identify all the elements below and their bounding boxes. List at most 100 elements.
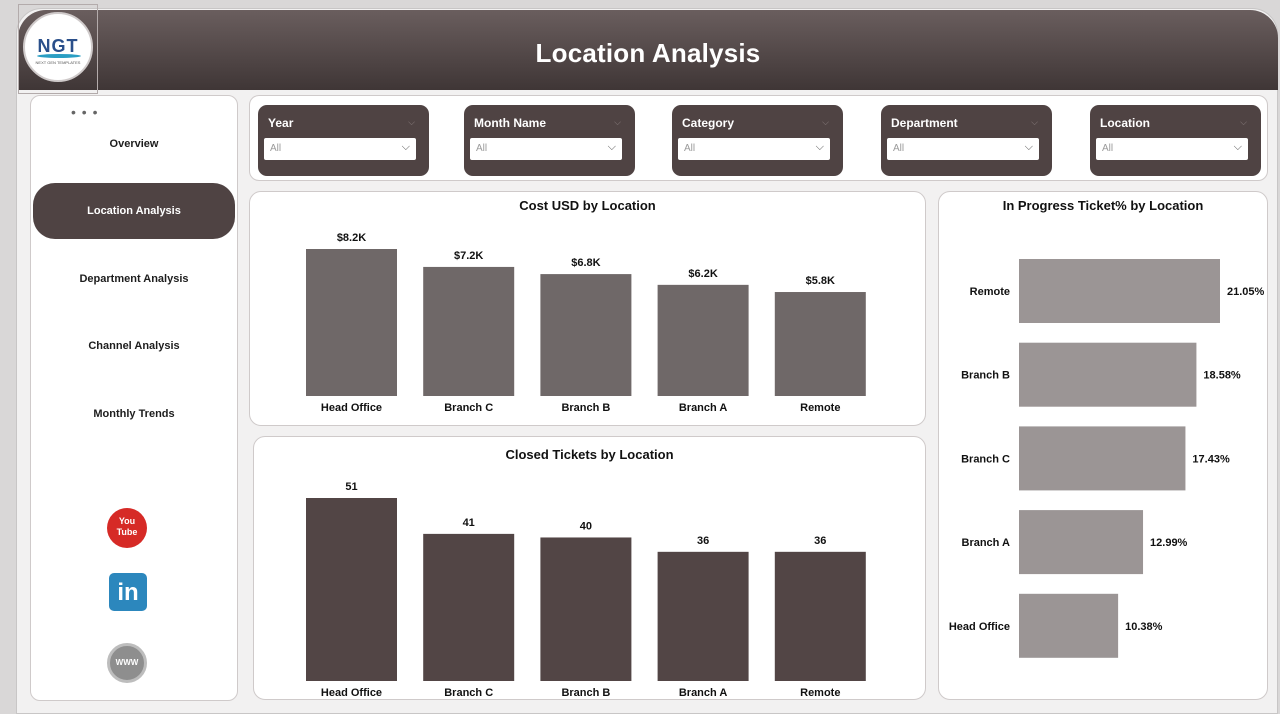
linkedin-icon[interactable]: in bbox=[109, 573, 147, 611]
chevron-down-icon[interactable]: ⌵ bbox=[1024, 141, 1033, 153]
filter-month-label: Month Name bbox=[474, 116, 546, 130]
data-label: $5.8K bbox=[806, 275, 835, 287]
logo-subtitle: NEXT GEN TEMPLATES bbox=[35, 60, 81, 65]
nav-department-analysis[interactable]: Department Analysis bbox=[79, 273, 189, 285]
data-label: 40 bbox=[580, 520, 592, 532]
filter-category: Category ⌵ All ⌵ bbox=[672, 105, 843, 176]
data-label: 12.99% bbox=[1150, 537, 1188, 549]
bar-remote[interactable] bbox=[774, 551, 866, 681]
bar-branch-a[interactable] bbox=[657, 551, 749, 681]
chart-title: In Progress Ticket% by Location bbox=[1002, 198, 1204, 213]
nav-overview[interactable]: Overview bbox=[109, 138, 159, 150]
nav-channel-analysis[interactable]: Channel Analysis bbox=[88, 340, 180, 352]
website-icon[interactable]: WWW bbox=[107, 643, 147, 683]
category-label: Remote bbox=[800, 402, 840, 414]
category-label: Head Office bbox=[949, 621, 1010, 633]
nav-location-analysis[interactable]: Location Analysis bbox=[33, 183, 235, 239]
cost-by-location-chart: Cost USD by Location $8.2K Head Office $7.… bbox=[249, 191, 926, 426]
nav-monthly-trends[interactable]: Monthly Trends bbox=[93, 408, 175, 420]
chevron-down-icon[interactable]: ⌵ bbox=[607, 141, 616, 153]
bar-branch-c[interactable] bbox=[423, 533, 515, 681]
page-title: Location Analysis bbox=[535, 38, 761, 68]
filter-department-dropdown[interactable]: All ⌵ bbox=[887, 138, 1039, 160]
in-progress-chart: In Progress Ticket% by Location Remote 21… bbox=[938, 191, 1268, 700]
data-label: 17.43% bbox=[1192, 453, 1230, 465]
data-label: 41 bbox=[463, 517, 475, 529]
bar-branch-b[interactable] bbox=[1019, 342, 1197, 407]
data-label: $7.2K bbox=[454, 250, 483, 262]
filter-location-value: All bbox=[1102, 143, 1114, 154]
category-label: Branch C bbox=[961, 453, 1010, 465]
chevron-down-icon: ⌵ bbox=[614, 117, 621, 127]
sidebar: • • • Overview Location Analysis Departm… bbox=[30, 95, 238, 701]
category-label: Head Office bbox=[321, 687, 382, 699]
logo-swoosh-icon bbox=[37, 54, 81, 58]
logo-container bbox=[18, 4, 98, 94]
bar-branch-b[interactable] bbox=[540, 274, 632, 396]
filter-year-value: All bbox=[270, 143, 282, 154]
filter-month-name: Month Name ⌵ All ⌵ bbox=[464, 105, 635, 176]
chevron-down-icon: ⌵ bbox=[822, 117, 829, 127]
cost-chart-plot: $8.2K Head Office $7.2K Branch C $6.8K Branch… bbox=[306, 232, 866, 414]
bar-branch-a[interactable] bbox=[657, 284, 749, 396]
category-label: Branch B bbox=[561, 687, 610, 699]
closed-chart-plot: 51 Head Office 41 Branch C 40 Branch B 36 Branc… bbox=[306, 481, 866, 699]
filter-category-label: Category bbox=[682, 116, 735, 130]
data-label: 36 bbox=[697, 535, 709, 547]
chevron-down-icon: ⌵ bbox=[1240, 117, 1247, 127]
chart-title: Cost USD by Location bbox=[519, 198, 656, 213]
category-label: Remote bbox=[800, 687, 840, 699]
header-bar: Location Analysis bbox=[18, 10, 1278, 90]
bar-head-office[interactable] bbox=[1019, 593, 1119, 658]
filter-year-label: Year bbox=[268, 116, 294, 130]
filter-department-label: Department bbox=[891, 116, 958, 130]
category-label: Remote bbox=[970, 286, 1010, 298]
closed-tickets-chart: Closed Tickets by Location 51 Head Office… bbox=[253, 436, 926, 700]
chevron-down-icon[interactable]: ⌵ bbox=[401, 141, 410, 153]
filter-location: Location ⌵ All ⌵ bbox=[1090, 105, 1261, 176]
bar-head-office[interactable] bbox=[306, 498, 397, 681]
bar-branch-c[interactable] bbox=[423, 266, 515, 396]
filter-year: Year ⌵ All ⌵ bbox=[258, 105, 429, 176]
data-label: $6.8K bbox=[571, 257, 600, 269]
bar-branch-b[interactable] bbox=[540, 537, 632, 681]
logo-text: NGT bbox=[37, 36, 79, 56]
category-label: Branch C bbox=[444, 402, 493, 414]
filter-bar: Year ⌵ All ⌵ Month Name ⌵ All ⌵ Category… bbox=[249, 95, 1268, 181]
chevron-down-icon[interactable]: ⌵ bbox=[1233, 141, 1242, 153]
filter-department: Department ⌵ All ⌵ bbox=[881, 105, 1052, 176]
category-label: Head Office bbox=[321, 402, 382, 414]
category-label: Branch C bbox=[444, 687, 493, 699]
filter-month-value: All bbox=[476, 143, 488, 154]
category-label: Branch A bbox=[962, 537, 1011, 549]
bar-remote[interactable] bbox=[774, 292, 866, 396]
bar-branch-a[interactable] bbox=[1019, 510, 1144, 575]
data-label: 51 bbox=[345, 481, 357, 493]
category-label: Branch B bbox=[961, 370, 1010, 382]
filter-category-value: All bbox=[684, 143, 696, 154]
filter-location-dropdown[interactable]: All ⌵ bbox=[1096, 138, 1248, 160]
bar-head-office[interactable] bbox=[306, 249, 397, 396]
data-label: 10.38% bbox=[1125, 621, 1163, 633]
logo: NGT NEXT GEN TEMPLATES bbox=[23, 12, 93, 82]
filter-year-dropdown[interactable]: All ⌵ bbox=[264, 138, 416, 160]
filter-category-dropdown[interactable]: All ⌵ bbox=[678, 138, 830, 160]
chart-title: Closed Tickets by Location bbox=[505, 447, 674, 462]
filter-location-label: Location bbox=[1100, 116, 1150, 130]
youtube-icon[interactable]: You Tube bbox=[107, 508, 147, 548]
category-label: Branch B bbox=[561, 402, 610, 414]
data-label: 18.58% bbox=[1203, 370, 1241, 382]
category-label: Branch A bbox=[679, 402, 728, 414]
data-label: 21.05% bbox=[1227, 286, 1265, 298]
filter-department-value: All bbox=[893, 143, 905, 154]
category-label: Branch A bbox=[679, 687, 728, 699]
chevron-down-icon[interactable]: ⌵ bbox=[815, 141, 824, 153]
bar-branch-c[interactable] bbox=[1019, 426, 1186, 491]
chevron-down-icon: ⌵ bbox=[408, 117, 415, 127]
data-label: $8.2K bbox=[337, 232, 366, 244]
bar-remote[interactable] bbox=[1019, 259, 1220, 323]
filter-month-dropdown[interactable]: All ⌵ bbox=[470, 138, 622, 160]
progress-chart-plot: Remote 21.05% Branch B 18.58% Branch C 17.43%… bbox=[949, 259, 1265, 658]
data-label: 36 bbox=[814, 535, 826, 547]
more-options-icon[interactable]: • • • bbox=[71, 104, 99, 120]
